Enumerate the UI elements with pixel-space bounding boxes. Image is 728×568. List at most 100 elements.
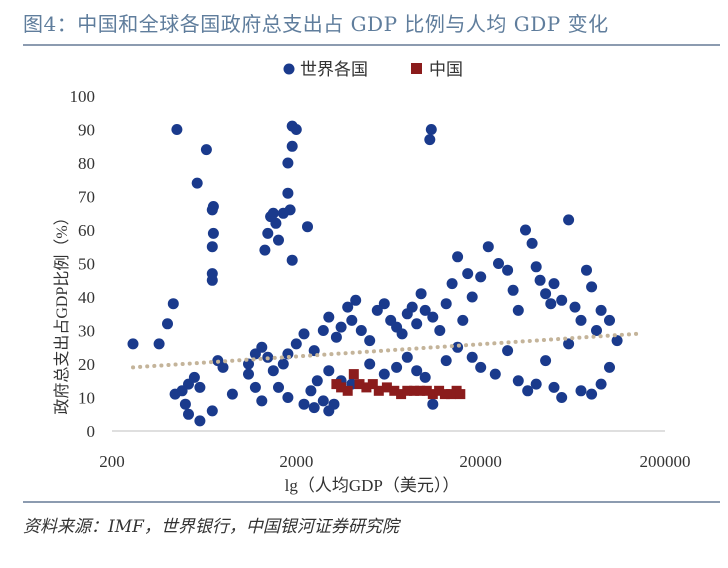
world-point [311, 375, 323, 387]
china-point [389, 385, 400, 396]
legend-world-marker [283, 63, 295, 75]
world-point [282, 187, 294, 199]
world-point [548, 381, 560, 393]
world-point [482, 241, 494, 253]
world-point [540, 355, 552, 367]
world-point [249, 381, 261, 393]
y-tick-label: 0 [87, 422, 96, 441]
world-point [581, 264, 592, 276]
world-point [153, 338, 165, 350]
world-point [270, 217, 282, 229]
world-point [188, 371, 200, 383]
world-point [328, 398, 340, 410]
source-note: 资料来源：IMF，世界银行，中国银河证券研究院 [23, 517, 399, 537]
world-point [586, 388, 598, 400]
world-point [355, 325, 367, 336]
world-point [317, 325, 329, 336]
world-point [342, 301, 354, 313]
world-point [512, 375, 524, 387]
world-point [364, 335, 376, 347]
world-point [308, 402, 320, 414]
world-point [378, 298, 390, 310]
china-point [427, 389, 438, 400]
world-point [556, 294, 568, 306]
top-rule [23, 44, 720, 46]
legend-world-label: 世界各国 [300, 60, 368, 79]
world-point [364, 358, 376, 370]
world-point [290, 124, 302, 135]
y-tick-label: 30 [78, 322, 95, 341]
world-point [446, 278, 458, 290]
world-point [396, 328, 408, 340]
world-point [277, 358, 289, 370]
world-point [226, 388, 238, 400]
world-point [243, 368, 254, 380]
x-axis-label: lg（人均GDP（美元）） [285, 476, 460, 495]
world-point [273, 234, 284, 246]
world-point [206, 204, 218, 216]
world-point [282, 392, 294, 403]
china-point [455, 389, 466, 400]
y-axis: 0 10 20 30 40 50 60 70 80 90 100 [70, 87, 96, 441]
y-tick-label: 100 [70, 87, 96, 106]
world-point [282, 157, 294, 169]
world-point [206, 241, 218, 253]
world-point [167, 298, 179, 310]
world-point [440, 355, 452, 367]
legend: 世界各国 中国 [283, 60, 463, 79]
world-point [540, 288, 552, 300]
x-tick-label: 200000 [640, 452, 691, 471]
x-tick-label: 2000 [279, 452, 313, 471]
world-point [489, 368, 501, 380]
world-point [346, 314, 358, 326]
y-tick-label: 90 [78, 121, 95, 140]
world-point [286, 254, 298, 266]
y-tick-label: 10 [78, 389, 95, 408]
y-tick-label: 20 [78, 355, 95, 374]
y-axis-label: 政府总支出占GDP比例（%） [53, 209, 71, 414]
world-point [522, 385, 534, 397]
world-point [530, 261, 542, 273]
world-point [427, 398, 439, 410]
china-point [381, 382, 392, 393]
china-point [409, 385, 419, 396]
china-point [446, 389, 456, 400]
x-axis: 200 2000 20000 200000 [99, 452, 690, 471]
world-point [475, 361, 487, 373]
world-point [502, 345, 514, 357]
world-point [298, 328, 310, 340]
world-point [350, 294, 362, 306]
china-point [348, 369, 359, 380]
world-point [371, 304, 383, 316]
world-point [127, 338, 139, 350]
world-point [452, 251, 464, 263]
world-point [290, 338, 302, 350]
world-point [256, 341, 268, 353]
world-point [534, 274, 546, 286]
world-point [411, 318, 423, 330]
world-point [611, 335, 623, 347]
china-point [439, 389, 450, 400]
china-point [421, 385, 432, 396]
world-point [298, 398, 310, 410]
world-point [457, 314, 469, 326]
world-point [162, 318, 173, 330]
world-point [335, 321, 347, 333]
china-point [342, 385, 353, 396]
world-point [526, 237, 538, 249]
world-point [502, 264, 514, 276]
world-point [591, 325, 602, 336]
world-point [302, 221, 313, 233]
world-point [194, 381, 206, 393]
y-tick-label: 70 [78, 188, 95, 207]
world-point [507, 284, 519, 296]
world-point [575, 385, 587, 397]
series-china [331, 369, 466, 400]
world-point [323, 311, 335, 323]
world-point [563, 338, 575, 350]
china-point [396, 389, 407, 400]
y-tick-label: 80 [78, 154, 95, 173]
world-point [452, 341, 464, 353]
world-point [317, 395, 329, 407]
world-point [286, 140, 298, 152]
